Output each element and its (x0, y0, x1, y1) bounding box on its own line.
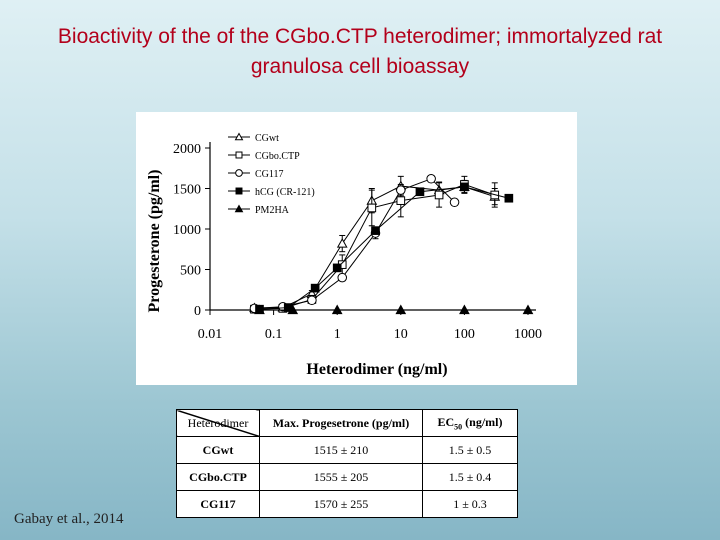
data-point (395, 304, 407, 315)
slide-title: Bioactivity of the of the CGbo.CTP heter… (0, 22, 720, 82)
y-tick-label: 500 (180, 264, 201, 279)
table-header-row: Heterodimer Max. Progesetrone (pg/ml) EC… (176, 409, 518, 437)
results-table-wrap: Heterodimer Max. Progesetrone (pg/ml) EC… (176, 409, 518, 518)
legend-entry: hCG (CR-121) (228, 187, 315, 198)
legend-marker (235, 169, 243, 177)
row-name: CG117 (176, 490, 260, 518)
data-point (504, 193, 514, 203)
data-point (331, 304, 343, 315)
data-point (426, 174, 436, 184)
legend-entry: CGbo.CTP (228, 151, 300, 162)
row-max: 1555 ± 205 (259, 463, 423, 491)
table-row: CG117 1570 ± 255 1 ± 0.3 (176, 490, 518, 518)
data-point (415, 187, 425, 197)
legend-marker (235, 187, 243, 195)
data-point (310, 283, 320, 293)
y-tick-label: 1500 (173, 183, 201, 198)
table-row: CGwt 1515 ± 210 1.5 ± 0.5 (176, 436, 518, 464)
x-tick-label: 0.01 (198, 327, 223, 342)
data-point (434, 190, 444, 200)
row-ec50: 1.5 ± 0.4 (422, 463, 518, 491)
data-point (449, 197, 460, 208)
chart-panel: 0 500 1000 1500 2000 0.01 0.1 1 10 100 1000 Heterod… (136, 112, 577, 385)
series-layer (249, 174, 534, 315)
data-point (522, 304, 534, 315)
series-hcg-cr-121- (255, 182, 514, 314)
legend-entry: CG117 (228, 169, 284, 180)
x-tick-label: 100 (454, 327, 475, 342)
legend-label: CGbo.CTP (255, 151, 300, 162)
title-line-2: granulosa cell bioassay (250, 55, 470, 78)
chart-axes: 0 500 1000 1500 2000 0.01 0.1 1 10 100 1000 Heterod… (146, 142, 542, 378)
series-line (254, 178, 455, 309)
data-point (371, 226, 380, 235)
header-ec50: EC50 (ng/ml) (422, 409, 518, 437)
y-tick-label: 2000 (173, 142, 201, 157)
header-max-progesterone: Max. Progesetrone (pg/ml) (259, 409, 423, 437)
legend-entry: PM2HA (228, 204, 290, 216)
row-name: CGwt (176, 436, 260, 464)
legend-marker (234, 204, 244, 213)
x-tick-label: 1000 (514, 327, 542, 342)
data-point (396, 196, 406, 205)
citation: Gabay et al., 2014 (14, 511, 124, 527)
data-point (460, 182, 469, 192)
legend-marker (235, 151, 243, 159)
data-point (396, 185, 406, 195)
y-tick-label: 0 (194, 304, 201, 319)
legend-entry: CGwt (228, 132, 279, 144)
data-point (254, 304, 265, 315)
series-line (259, 186, 509, 310)
series-pm2ha (254, 304, 534, 315)
row-ec50: 1 ± 0.3 (422, 490, 518, 518)
header-heterodimer: Heterodimer (176, 409, 260, 437)
row-name: CGbo.CTP (176, 463, 260, 491)
y-tick-label: 1000 (173, 223, 201, 238)
y-axis-label: Progesterone (pg/ml) (146, 170, 163, 313)
title-line-1: Bioactivity of the of the CGbo.CTP heter… (57, 25, 663, 48)
row-max: 1515 ± 210 (259, 436, 423, 464)
row-ec50: 1.5 ± 0.5 (422, 436, 518, 464)
x-tick-label: 10 (394, 327, 408, 342)
data-point (307, 295, 317, 306)
data-point (459, 304, 470, 315)
chart-legend: CGwt CGbo.CTP CG117 hCG (CR-121) PM2HA (228, 132, 315, 216)
data-point (367, 203, 377, 213)
dose-response-chart: 0 500 1000 1500 2000 0.01 0.1 1 10 100 1000 Heterod… (146, 132, 542, 378)
x-axis-label: Heterodimer (ng/ml) (306, 361, 447, 378)
data-point (337, 272, 348, 283)
x-tick-label: 0.1 (265, 327, 283, 342)
row-max: 1570 ± 255 (259, 490, 423, 518)
legend-label: PM2HA (255, 205, 290, 216)
legend-label: hCG (CR-121) (255, 187, 315, 198)
data-point (287, 304, 299, 315)
data-point (332, 263, 342, 273)
legend-label: CGwt (255, 133, 279, 144)
data-point (336, 238, 348, 248)
legend-label: CG117 (255, 169, 284, 180)
results-table: Heterodimer Max. Progesetrone (pg/ml) EC… (176, 409, 518, 518)
x-tick-label: 1 (334, 327, 341, 342)
table-row: CGbo.CTP 1555 ± 205 1.5 ± 0.4 (176, 463, 518, 491)
legend-marker (234, 132, 244, 141)
